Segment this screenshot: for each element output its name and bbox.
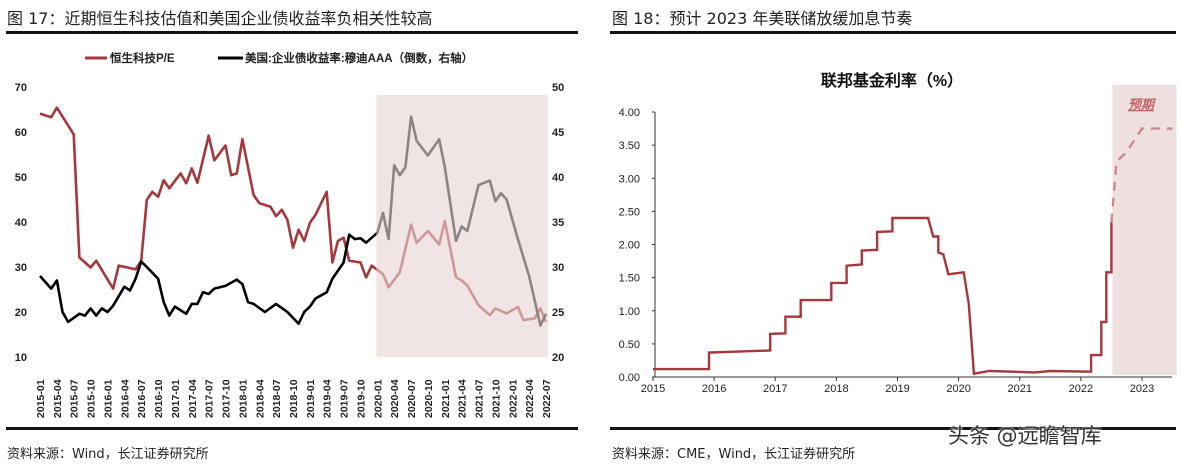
x-tick-label: 2019-04 — [322, 379, 334, 418]
legend-label-hstech-pe: 恒生科技P/E — [110, 51, 175, 65]
y-tick-label: 1.00 — [619, 306, 640, 318]
left-source-note: 资料来源：Wind，长江证券研究所 — [7, 447, 209, 462]
fed-funds-forecast-line — [1110, 127, 1173, 223]
y-tick-label: 3.00 — [619, 173, 640, 185]
forecast-shaded-region — [1112, 85, 1177, 375]
right-y-tick-label: 25 — [552, 307, 564, 319]
x-tick-label: 2022-04 — [524, 379, 536, 418]
y-tick-label: 2.00 — [619, 240, 640, 252]
y-tick-label: 2.50 — [619, 206, 640, 218]
x-tick-label: 2017-01 — [170, 379, 182, 418]
x-tick-label: 2022 — [1069, 383, 1093, 395]
y-tick-label: 4.00 — [619, 107, 640, 119]
x-tick-label: 2019-01 — [305, 379, 317, 418]
y-tick-label: 1.50 — [619, 273, 640, 285]
x-tick-label: 2018-07 — [271, 379, 283, 418]
x-tick-label: 2023 — [1130, 383, 1154, 395]
x-tick-label: 2018 — [824, 383, 848, 395]
x-tick-label: 2016-10 — [153, 379, 165, 418]
x-tick-label: 2020-01 — [372, 379, 384, 418]
left-y-tick-label: 30 — [15, 262, 27, 274]
x-tick-label: 2020 — [946, 383, 970, 395]
left-y-tick-label: 60 — [15, 127, 27, 139]
right-y-tick-label: 50 — [552, 82, 564, 94]
x-tick-label: 2021-04 — [457, 379, 469, 418]
right-y-tick-label: 40 — [552, 172, 564, 184]
x-tick-label: 2015-04 — [52, 379, 64, 418]
x-tick-label: 2020-07 — [406, 379, 418, 418]
x-tick-label: 2017 — [763, 383, 787, 395]
legend-label-moodys-aaa: 美国:企业债收益率:穆迪AAA（倒数，右轴） — [245, 51, 473, 65]
x-tick-label: 2017-04 — [187, 379, 199, 418]
x-tick-label: 2017-10 — [221, 379, 233, 418]
x-tick-label: 2015-07 — [69, 379, 81, 418]
left-y-tick-label: 20 — [15, 307, 27, 319]
x-tick-label: 2019 — [885, 383, 909, 395]
x-tick-label: 2021-07 — [474, 379, 486, 418]
left-y-tick-label: 40 — [15, 217, 27, 229]
x-tick-label: 2015-01 — [35, 379, 47, 418]
y-tick-label: 0.50 — [619, 339, 640, 351]
left-y-tick-label: 10 — [15, 352, 27, 364]
left-bottom-rule — [6, 427, 578, 430]
x-tick-label: 2020-10 — [423, 379, 435, 418]
x-tick-label: 2018-01 — [237, 379, 249, 418]
right-figure-title: 图 18：预计 2023 年美联储放缓加息节奏 — [612, 9, 913, 28]
x-tick-label: 2021-10 — [490, 379, 502, 418]
watermark: 头条 @远瞻智库 — [948, 424, 1102, 448]
x-tick-label: 2018-04 — [254, 379, 266, 418]
x-tick-label: 2016-07 — [136, 379, 148, 418]
left-y-tick-label: 70 — [15, 82, 27, 94]
chart-title: 联邦基金利率（%） — [821, 71, 963, 90]
right-source-note: 资料来源：CME，Wind，长江证券研究所 — [612, 447, 856, 462]
shaded-region — [376, 95, 548, 357]
x-tick-label: 2019-10 — [355, 379, 367, 418]
x-tick-label: 2019-07 — [339, 379, 351, 418]
right-y-tick-label: 20 — [552, 352, 564, 364]
right-y-tick-label: 30 — [552, 262, 564, 274]
x-tick-label: 2015-10 — [86, 379, 98, 418]
left-figure-title: 图 17：近期恒生科技估值和美国企业债收益率负相关性较高 — [7, 9, 433, 28]
x-tick-label: 2016-04 — [119, 379, 131, 418]
x-tick-label: 2022-07 — [541, 379, 553, 418]
x-tick-label: 2017-07 — [204, 379, 216, 418]
x-tick-label: 2021-01 — [440, 379, 452, 418]
forecast-label: 预期 — [1128, 97, 1156, 112]
x-tick-label: 2016 — [702, 383, 726, 395]
right-y-tick-label: 35 — [552, 217, 564, 229]
x-tick-label: 2021 — [1008, 383, 1032, 395]
fed-funds-rate-line — [653, 216, 1113, 376]
y-tick-label: 0.00 — [619, 372, 640, 384]
left-title-rule — [6, 31, 578, 34]
left-y-tick-label: 50 — [15, 172, 27, 184]
y-tick-label: 3.50 — [619, 140, 640, 152]
x-tick-label: 2016-01 — [102, 379, 114, 418]
x-tick-label: 2015 — [641, 383, 665, 395]
right-title-rule — [610, 31, 1176, 34]
right-y-tick-label: 45 — [552, 127, 564, 139]
right-bottom-rule — [610, 427, 1176, 430]
x-tick-label: 2020-04 — [389, 379, 401, 418]
x-tick-label: 2018-10 — [288, 379, 300, 418]
x-tick-label: 2022-01 — [507, 379, 519, 418]
